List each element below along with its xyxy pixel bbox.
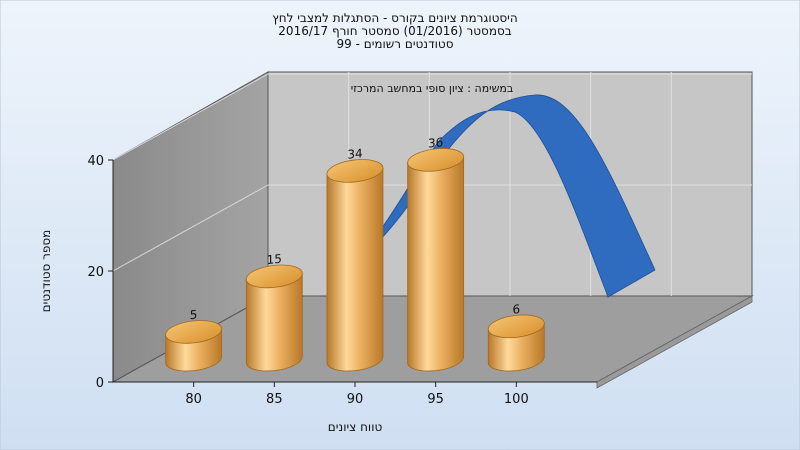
x-tick-label-3: 95 [427,392,444,407]
bar-label-0: 5 [190,308,198,323]
y-tick-label-0: 0 [96,376,104,391]
y-tick-label-2: 40 [87,154,104,169]
bar-0: 5 [165,308,223,372]
bar-body-1 [245,273,303,372]
bar-cap-1 [245,264,303,289]
gridline-left-1 [112,184,269,272]
y-axis-label: מספר סטודנטים [39,230,53,313]
chart-subtitle: במשימה : ציון סופי במחשב המרכזי [351,82,514,95]
bar-label-4: 6 [512,302,520,317]
floor-front-edge [596,295,753,389]
x-tick-label-4: 100 [504,392,529,407]
bar-body-3 [407,156,465,372]
title-line-1: היסטוגרמת ציונים בקורס - הסתגלות למצבי ל… [272,11,517,25]
x-axis-label: טווח ציונים [328,420,383,434]
x-tick-label-1: 85 [266,392,283,407]
bar-cap-2 [326,159,384,183]
y-axis-ticks: 0 20 40 [87,154,113,391]
bar-cap-3 [407,148,465,172]
chart-title: היסטוגרמת ציונים בקורס - הסתגלות למצבי ל… [272,11,517,51]
bar-label-1: 15 [267,252,282,268]
x-tick-label-2: 90 [347,392,364,407]
x-tick-label-0: 80 [185,392,202,407]
bars-group: 5 15 34 36 6 [165,135,545,372]
title-line-3: סטודנטים רשומים - 99 [336,37,453,51]
bar-1: 15 [245,252,303,372]
bar-label-2: 34 [347,146,362,162]
title-line-2: בסמסטר (01/2016) סמסטר חורף 2016/17 [278,24,511,38]
bar-label-3: 36 [428,135,443,151]
bar-2: 34 [326,146,384,372]
bar-body-2 [326,167,384,372]
bar-4: 6 [487,302,545,372]
x-axis-ticks: 80 85 90 95 100 [185,382,529,407]
bar-3: 36 [407,135,465,372]
bar-cap-0 [165,320,223,344]
gridline-left-2 [112,73,269,161]
bar-cap-4 [487,314,545,339]
y-tick-label-1: 20 [87,265,104,280]
